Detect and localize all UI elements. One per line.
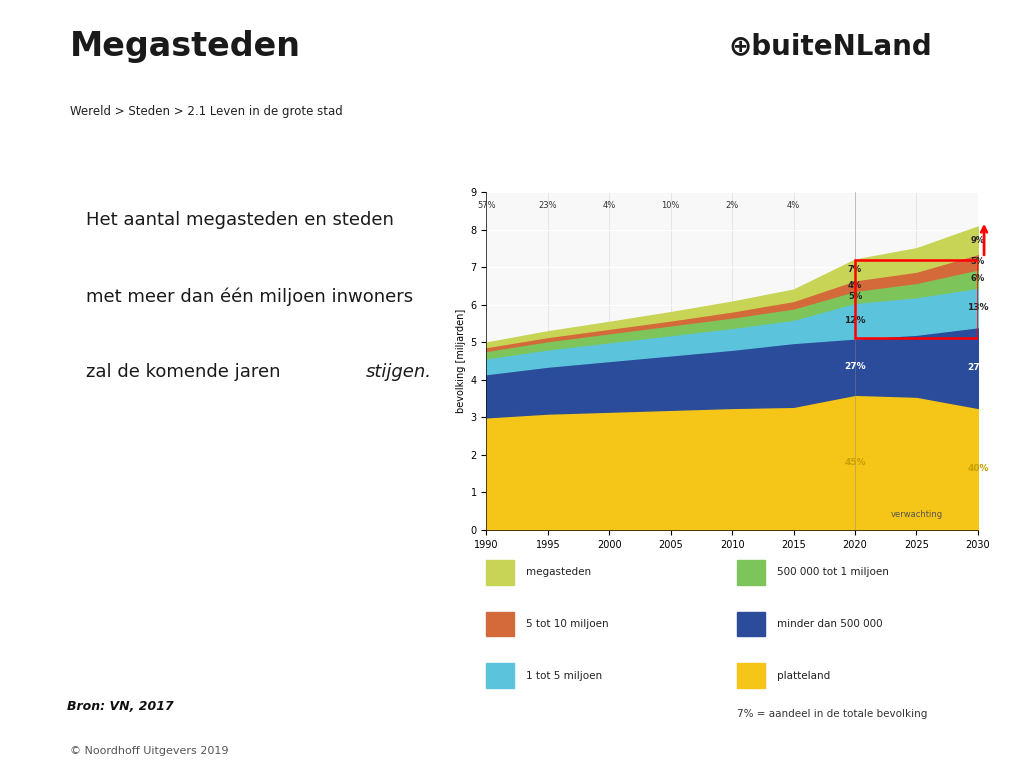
Text: 4%: 4% bbox=[787, 200, 800, 210]
Text: 7%: 7% bbox=[848, 266, 862, 274]
Text: 27%: 27% bbox=[844, 362, 866, 371]
Text: 10%: 10% bbox=[662, 200, 680, 210]
Text: zal de komende jaren: zal de komende jaren bbox=[86, 363, 287, 381]
Text: 27%: 27% bbox=[967, 363, 989, 372]
Text: 5%: 5% bbox=[971, 257, 985, 266]
Text: megasteden: megasteden bbox=[526, 567, 592, 578]
Text: 45%: 45% bbox=[844, 458, 866, 467]
Text: 9%: 9% bbox=[971, 236, 985, 245]
Text: platteland: platteland bbox=[777, 670, 830, 681]
Bar bbox=[737, 560, 765, 584]
Text: 6%: 6% bbox=[971, 274, 985, 283]
Text: 4%: 4% bbox=[603, 200, 615, 210]
Text: 5%: 5% bbox=[848, 293, 862, 301]
Bar bbox=[737, 611, 765, 637]
Text: stijgen.: stijgen. bbox=[367, 363, 432, 381]
Text: 5 tot 10 miljoen: 5 tot 10 miljoen bbox=[526, 619, 609, 629]
Text: 1 tot 5 miljoen: 1 tot 5 miljoen bbox=[526, 670, 602, 681]
Bar bbox=[737, 664, 765, 688]
Text: 500 000 tot 1 miljoen: 500 000 tot 1 miljoen bbox=[777, 567, 889, 578]
Bar bbox=[486, 611, 514, 637]
Text: 40%: 40% bbox=[968, 465, 988, 473]
Text: 23%: 23% bbox=[539, 200, 557, 210]
Text: Het aantal megasteden en steden: Het aantal megasteden en steden bbox=[86, 211, 394, 229]
Text: © Noordhoff Uitgevers 2019: © Noordhoff Uitgevers 2019 bbox=[70, 746, 228, 756]
Text: Wereld > Steden > 2.1 Leven in de grote stad: Wereld > Steden > 2.1 Leven in de grote … bbox=[70, 105, 342, 118]
Bar bbox=[486, 560, 514, 584]
Text: verwachting: verwachting bbox=[891, 510, 942, 518]
Y-axis label: bevolking [miljarden]: bevolking [miljarden] bbox=[457, 309, 466, 413]
Text: 57%: 57% bbox=[477, 200, 496, 210]
Text: 4%: 4% bbox=[848, 281, 862, 290]
Text: 12%: 12% bbox=[845, 316, 865, 325]
Text: met meer dan één miljoen inwoners: met meer dan één miljoen inwoners bbox=[86, 287, 413, 306]
Text: 7% = aandeel in de totale bevolking: 7% = aandeel in de totale bevolking bbox=[737, 709, 928, 720]
Bar bbox=[855, 260, 978, 339]
Bar bbox=[486, 664, 514, 688]
Text: minder dan 500 000: minder dan 500 000 bbox=[777, 619, 883, 629]
Text: 13%: 13% bbox=[968, 303, 988, 312]
Text: 2%: 2% bbox=[726, 200, 738, 210]
Text: ⊕buiteNLand: ⊕buiteNLand bbox=[728, 32, 932, 60]
Text: Megasteden: Megasteden bbox=[70, 30, 301, 62]
Text: Bron: VN, 2017: Bron: VN, 2017 bbox=[67, 700, 173, 713]
